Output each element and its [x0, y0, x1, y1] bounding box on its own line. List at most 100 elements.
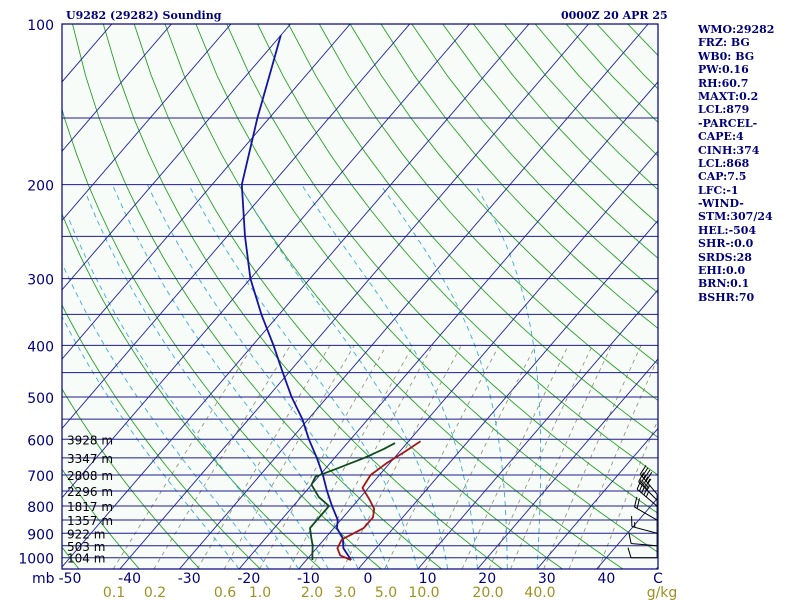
moist-adiabat — [474, 184, 542, 569]
mixing-ratio-line — [488, 345, 593, 569]
sounding-indices: WMO:29282 FRZ: BG WB0: BG PW:0.16 RH:60.7 MAX… — [698, 23, 774, 304]
temperature-tick-label: 40 — [597, 571, 615, 587]
height-label: 1817 m — [67, 500, 113, 514]
wind-barb — [627, 547, 657, 559]
isotherm — [238, 81, 658, 569]
mixing-ratio-line — [197, 345, 331, 569]
sounding-index: CAPE:4 — [698, 130, 744, 144]
temperature-unit-label: C — [653, 571, 663, 587]
dry-adiabat — [72, 24, 442, 569]
dry-adiabat — [62, 212, 322, 569]
pressure-tick-label: 900 — [27, 527, 54, 543]
dry-adiabat — [288, 24, 658, 439]
wind-barb — [628, 533, 658, 547]
mixing-ratio-line — [223, 345, 355, 569]
sounding-index: RH:60.7 — [698, 76, 749, 90]
temperature-tick-label: 20 — [478, 571, 496, 587]
pressure-tick-label: 600 — [27, 433, 54, 449]
mixing-ratio-line — [310, 345, 434, 569]
wind-barb — [639, 465, 658, 495]
mixing-ratio-label: 1.0 — [249, 585, 271, 600]
dry-adiabat — [62, 388, 201, 569]
pressure-tick-label: 1000 — [18, 552, 54, 568]
wind-barb — [638, 472, 658, 501]
mixing-ratio-label: 10.0 — [408, 585, 439, 600]
wind-barb — [631, 516, 658, 534]
moist-adiabat — [238, 184, 449, 569]
dry-adiabat — [349, 24, 658, 365]
isotherm — [62, 24, 530, 568]
wind-barb — [633, 496, 658, 521]
mixing-ratio-label: 0.1 — [103, 585, 125, 600]
dry-adiabat — [102, 24, 503, 569]
mixing-ratio-label: 40.0 — [524, 585, 555, 600]
mixing-ratio-label: 3.0 — [334, 585, 356, 600]
dry-adiabat — [62, 468, 140, 569]
sounding-index: EHI:0.0 — [698, 264, 746, 278]
chart-time: 0000Z 20 APR 25 — [561, 9, 668, 22]
dry-adiabat — [62, 303, 261, 569]
sounding-index: BSHR:70 — [698, 290, 755, 304]
temperature-tick-label: 30 — [538, 571, 556, 587]
height-label: 3928 m — [67, 433, 113, 447]
moist-adiabat — [380, 184, 508, 569]
height-label: 1357 m — [67, 514, 113, 528]
temperature-tick-label: -20 — [237, 571, 260, 587]
wind-barb — [636, 479, 658, 507]
isotherm — [298, 150, 658, 569]
isotherm — [62, 24, 232, 222]
height-label: 3347 m — [67, 452, 113, 466]
sounding-index: LCL:879 — [698, 103, 750, 117]
isotherm — [179, 24, 649, 569]
sounding-index: LFC:-1 — [698, 183, 739, 197]
pressure-tick-label: 700 — [27, 469, 54, 485]
mixing-ratio-label: 20.0 — [472, 585, 503, 600]
dry-adiabat — [133, 24, 563, 569]
sounding-index: CAP:7.5 — [698, 170, 747, 184]
mixing-ratio-line — [288, 345, 414, 569]
mixing-ratio-line — [342, 345, 462, 569]
moist-adiabat — [62, 315, 240, 569]
mixing-ratio-line — [598, 418, 658, 569]
sounding-index: WB0: BG — [698, 49, 755, 63]
moist-adiabat — [86, 195, 329, 569]
sounding-index: STM:307/24 — [698, 210, 773, 224]
mixing-ratio-line — [543, 345, 642, 569]
mixing-ratio-line — [259, 345, 387, 569]
sounding-index: SHR-:0.0 — [698, 237, 754, 251]
dry-adiabat — [226, 24, 658, 514]
mixing-ratio-label: 0.2 — [144, 585, 166, 600]
mixing-ratio-label: 2.0 — [301, 585, 323, 600]
isotherm — [62, 24, 291, 291]
dry-adiabat — [195, 24, 658, 553]
temperature-tick-label: -10 — [297, 571, 320, 587]
isotherm — [62, 24, 351, 360]
temperature-line — [336, 440, 422, 561]
pressure-unit-label: mb — [32, 571, 55, 587]
isotherm — [62, 24, 411, 430]
sounding-index: CINH:374 — [698, 143, 760, 157]
temperature-tick-label: -50 — [59, 571, 82, 587]
plot-frame — [61, 23, 659, 570]
sounding-index: FRZ: BG — [698, 36, 750, 50]
isotherm — [357, 219, 658, 569]
mixing-ratio-line — [568, 356, 658, 569]
temperature-label-band — [32, 570, 658, 585]
moist-adiabat — [146, 184, 389, 569]
dry-adiabat — [164, 24, 624, 569]
height-label: 2808 m — [67, 469, 113, 483]
parcel-line — [240, 35, 352, 561]
temperature-tick-label: 10 — [419, 571, 437, 587]
pressure-tick-label: 400 — [27, 339, 54, 355]
wind-barbs — [627, 465, 658, 559]
moist-adiabat — [62, 262, 270, 569]
isotherm — [417, 289, 658, 569]
pressure-tick-label: 100 — [27, 18, 54, 34]
moist-adiabat — [67, 216, 300, 569]
pressure-tick-label: 300 — [27, 273, 54, 289]
sounding-index: HEL:-504 — [698, 223, 757, 237]
dry-adiabat — [0, 24, 19, 569]
sounding-index: PW:0.16 — [698, 63, 749, 77]
